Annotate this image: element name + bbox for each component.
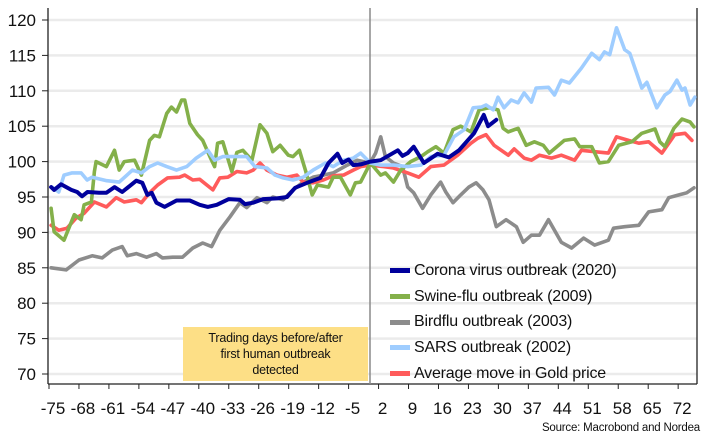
legend-label: Average move in Gold price [414, 364, 606, 382]
legend: Corona virus outbreak (2020) Swine-flu ou… [390, 258, 617, 386]
x-tick-label: -68 [71, 399, 96, 418]
x-tick-label: 30 [493, 399, 512, 418]
legend-label: Corona virus outbreak (2020) [414, 261, 617, 279]
legend-label: Birdflu outbreak (2003) [414, 313, 573, 331]
x-tick-label: 72 [673, 399, 692, 418]
legend-swatch [390, 319, 410, 325]
annotation-line: first human outbreak [220, 347, 331, 361]
x-tick-label: -40 [191, 399, 216, 418]
x-tick-label: 51 [583, 399, 602, 418]
legend-swatch [390, 371, 410, 377]
x-tick-label: -75 [41, 399, 66, 418]
x-tick-label: 37 [523, 399, 542, 418]
x-tick-label: -26 [250, 399, 275, 418]
annotation-line: detected [252, 363, 299, 377]
legend-item: Average move in Gold price [390, 361, 617, 387]
x-tick-label: -5 [345, 399, 360, 418]
y-tick-label: 75 [17, 330, 36, 349]
x-tick-label: -54 [131, 399, 156, 418]
x-tick-label: -61 [101, 399, 126, 418]
annotation-line: Trading days before/after [208, 331, 343, 345]
annotation-box: Trading days before/after first human ou… [183, 327, 368, 381]
y-tick-label: 85 [17, 259, 36, 278]
x-tick-label: 2 [378, 399, 387, 418]
legend-item: Swine-flu outbreak (2009) [390, 284, 617, 310]
x-tick-label: 23 [463, 399, 482, 418]
y-tick-label: 90 [17, 223, 36, 242]
legend-label: SARS outbreak (2002) [414, 338, 571, 356]
x-tick-label: -12 [310, 399, 335, 418]
x-tick-label: 16 [433, 399, 452, 418]
series-line-sars-outbreak-2002 [50, 25, 697, 194]
legend-label: Swine-flu outbreak (2009) [414, 287, 593, 305]
y-axis: 70 75 80 85 90 95 100 105 110 115 120 [8, 11, 48, 384]
y-tick-label: 100 [8, 153, 36, 172]
y-tick-label: 95 [17, 188, 36, 207]
y-tick-label: 110 [9, 82, 36, 101]
y-tick-label: 105 [8, 117, 36, 136]
y-tick-label: 70 [17, 365, 36, 384]
series-line-corona-virus-outbreak-2020 [49, 112, 499, 209]
legend-item: Corona virus outbreak (2020) [390, 258, 617, 284]
legend-item: SARS outbreak (2002) [390, 335, 617, 361]
x-tick-label: -47 [161, 399, 186, 418]
x-tick-label: 44 [553, 399, 572, 418]
series-lines [49, 25, 697, 272]
x-tick-label: 58 [613, 399, 632, 418]
legend-swatch [390, 268, 410, 274]
y-tick-label: 120 [8, 11, 36, 30]
x-tick-label: -19 [280, 399, 305, 418]
x-tick-label: 65 [643, 399, 662, 418]
x-tick-label: 9 [408, 399, 417, 418]
series-line-swine-flu-outbreak-2009 [49, 98, 696, 242]
legend-swatch [390, 345, 410, 351]
source-note: Source: Macrobond and Nordea [541, 422, 700, 434]
legend-swatch [390, 294, 410, 300]
x-axis: -75 -68 -61 -54 -47 -40 -33 -26 -19 -12 -5 2 9 16 23 30… [41, 384, 692, 418]
legend-item: Birdflu outbreak (2003) [390, 309, 617, 335]
plot-frame [47, 8, 698, 385]
y-tick-label: 115 [9, 46, 36, 65]
y-tick-label: 80 [17, 294, 36, 313]
x-tick-label: -33 [220, 399, 245, 418]
